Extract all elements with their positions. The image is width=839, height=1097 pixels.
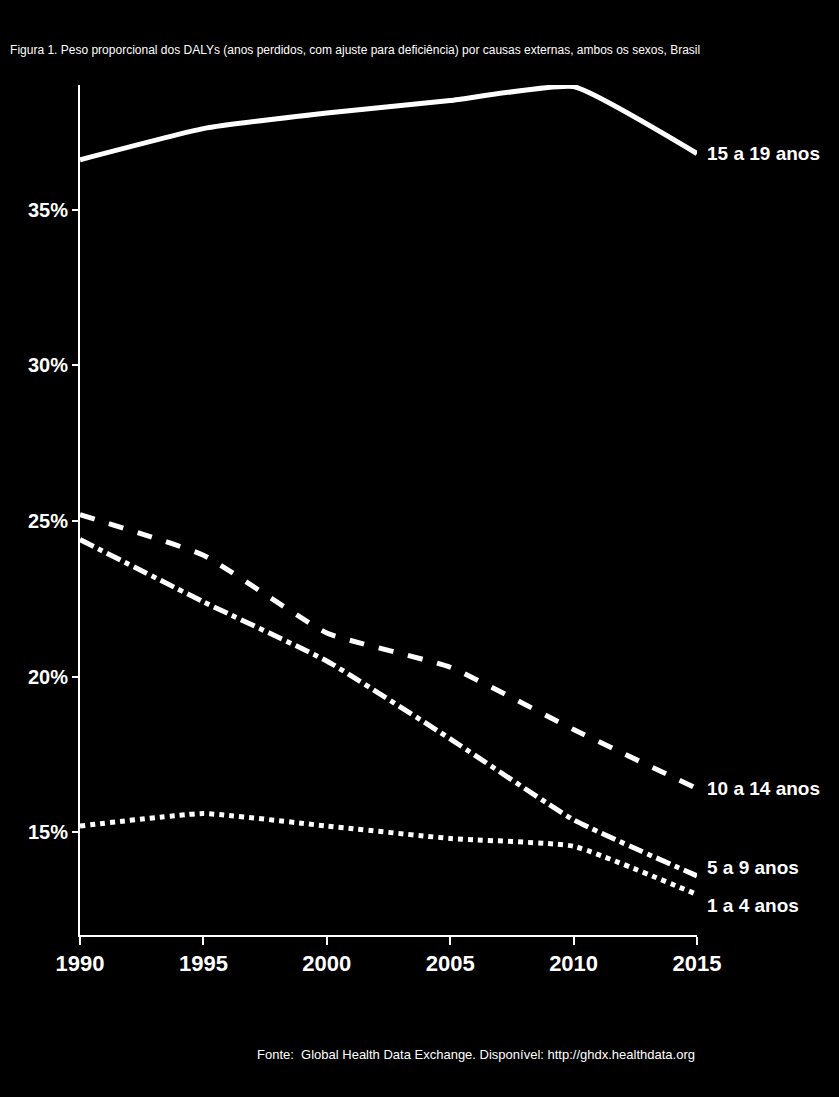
svg-text:30%: 30% xyxy=(28,354,68,376)
svg-text:1 a 4 anos: 1 a 4 anos xyxy=(707,895,799,916)
svg-text:25%: 25% xyxy=(28,510,68,532)
svg-text:35%: 35% xyxy=(28,199,68,221)
svg-text:10 a 14 anos: 10 a 14 anos xyxy=(707,778,820,799)
svg-text:2005: 2005 xyxy=(426,951,475,976)
svg-text:1990: 1990 xyxy=(56,951,105,976)
svg-text:15%: 15% xyxy=(28,821,68,843)
svg-text:1995: 1995 xyxy=(179,951,228,976)
svg-text:5 a 9 anos: 5 a 9 anos xyxy=(707,857,799,878)
svg-text:Figura 1. Peso proporcional do: Figura 1. Peso proporcional dos DALYs (a… xyxy=(10,43,700,57)
svg-text:Fonte: Global Health Data Exc: Fonte: Global Health Data Exchange. Disp… xyxy=(257,1047,695,1062)
svg-text:2015: 2015 xyxy=(673,951,722,976)
svg-text:2000: 2000 xyxy=(302,951,351,976)
svg-text:20%: 20% xyxy=(28,666,68,688)
svg-text:15 a 19 anos: 15 a 19 anos xyxy=(707,143,820,164)
svg-text:2010: 2010 xyxy=(549,951,598,976)
